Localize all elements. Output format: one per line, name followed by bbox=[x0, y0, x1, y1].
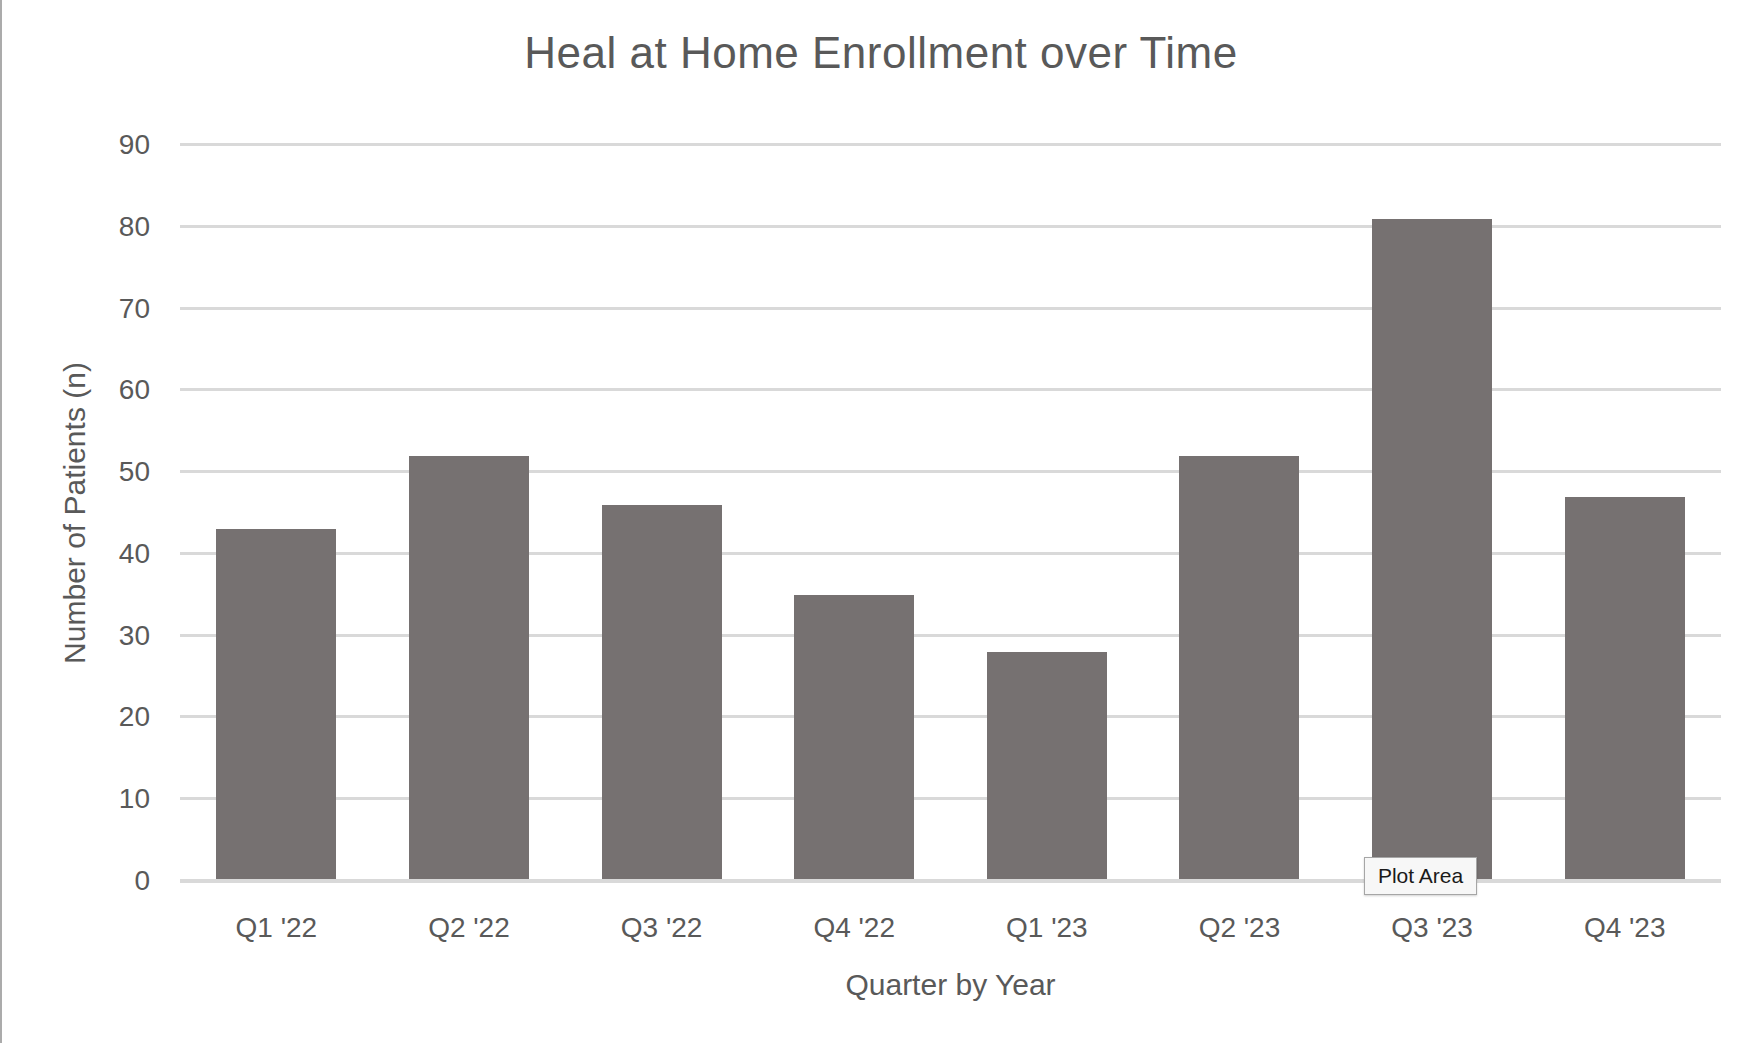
y-tick-label: 80 bbox=[0, 210, 150, 244]
plot-area[interactable] bbox=[180, 145, 1721, 881]
y-tick-label: 40 bbox=[0, 537, 150, 571]
y-tick-label: 50 bbox=[0, 455, 150, 489]
bar-q123[interactable] bbox=[987, 652, 1107, 881]
y-tick-label: 90 bbox=[0, 128, 150, 162]
bar-q422[interactable] bbox=[794, 595, 914, 881]
x-tick-label: Q2 '23 bbox=[1142, 908, 1336, 948]
chart-canvas: Heal at Home Enrollment over Time Number… bbox=[0, 0, 1762, 1056]
x-tick-label: Q3 '22 bbox=[565, 908, 759, 948]
x-tick-label: Q1 '23 bbox=[950, 908, 1144, 948]
bar-q423[interactable] bbox=[1565, 497, 1685, 881]
x-tick-label: Q4 '22 bbox=[757, 908, 951, 948]
x-tick-label: Q3 '23 bbox=[1335, 908, 1529, 948]
bar-q223[interactable] bbox=[1179, 456, 1299, 881]
y-tick-label: 20 bbox=[0, 700, 150, 734]
gridline bbox=[180, 143, 1721, 146]
x-axis-title: Quarter by Year bbox=[180, 968, 1721, 1002]
plot-area-tooltip: Plot Area bbox=[1364, 857, 1477, 895]
x-axis-line bbox=[180, 879, 1721, 883]
x-tick-label: Q2 '22 bbox=[372, 908, 566, 948]
chart-title: Heal at Home Enrollment over Time bbox=[0, 26, 1762, 80]
y-tick-label: 60 bbox=[0, 373, 150, 407]
y-tick-label: 70 bbox=[0, 292, 150, 326]
bar-q122[interactable] bbox=[216, 529, 336, 881]
bar-q222[interactable] bbox=[409, 456, 529, 881]
x-tick-label: Q4 '23 bbox=[1528, 908, 1722, 948]
x-tick-label: Q1 '22 bbox=[179, 908, 373, 948]
bar-q322[interactable] bbox=[602, 505, 722, 881]
y-tick-label: 10 bbox=[0, 782, 150, 816]
y-tick-label: 30 bbox=[0, 619, 150, 653]
bar-q323[interactable] bbox=[1372, 219, 1492, 881]
y-tick-label: 0 bbox=[0, 864, 150, 898]
